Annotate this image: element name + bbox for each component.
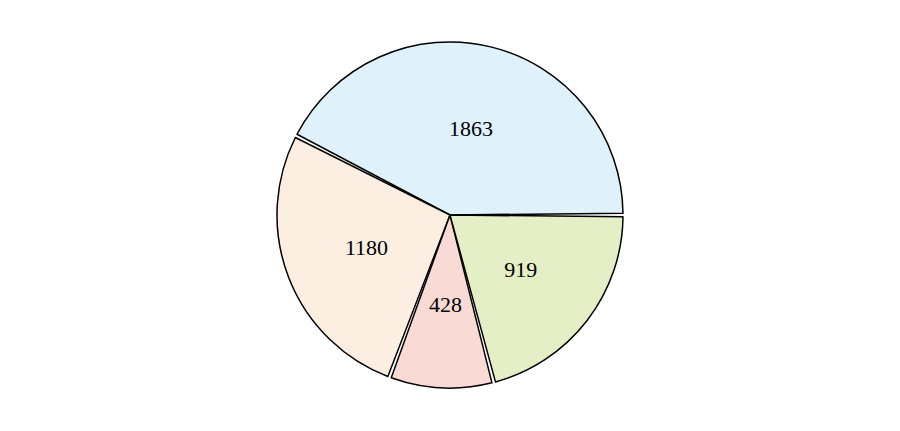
- svg-text:919: 919: [504, 257, 537, 282]
- svg-text:1863: 1863: [449, 116, 493, 141]
- svg-text:428: 428: [429, 292, 462, 317]
- svg-text:1180: 1180: [345, 235, 388, 260]
